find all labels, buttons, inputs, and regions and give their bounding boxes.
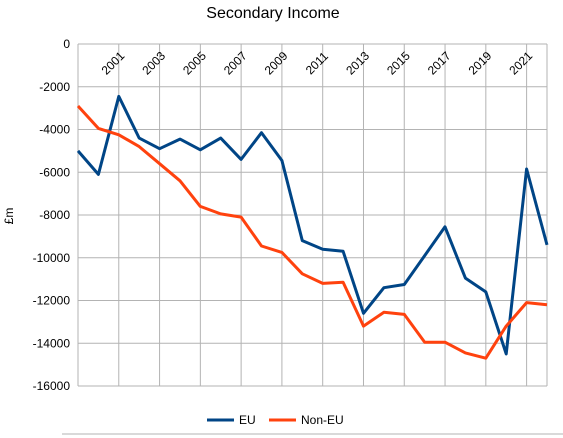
x-tick-label: 2017	[425, 49, 454, 78]
y-tick-label: -16000	[33, 379, 71, 393]
series-line-eu	[76, 94, 549, 356]
x-axis-ticks: 2001 2003 2005 2007 2009 2011 2013 2015 2017 2019…	[99, 49, 536, 78]
x-tick-label: 2019	[466, 49, 495, 78]
y-axis-ticks: 0 -2000 -4000 -6000 -8000 -10000 -12000 -14000 -…	[33, 37, 71, 393]
x-tick-label: 2003	[139, 49, 168, 78]
x-tick-label: 2001	[99, 49, 128, 78]
legend: EU Non-EU	[207, 413, 344, 427]
x-tick-label: 2005	[180, 49, 209, 78]
y-tick-label: 0	[63, 37, 70, 51]
x-tick-label: 2007	[221, 49, 250, 78]
x-tick-label: 2009	[262, 49, 291, 78]
x-tick-label: 2011	[303, 49, 331, 77]
y-tick-label: -4000	[39, 123, 70, 137]
chart-title: Secondary Income	[206, 5, 340, 22]
y-tick-label: -12000	[33, 294, 71, 308]
legend-label-eu: EU	[239, 413, 256, 427]
y-tick-label: -10000	[33, 251, 71, 265]
y-tick-label: -6000	[39, 165, 70, 179]
legend-label-non-eu: Non-EU	[301, 413, 344, 427]
x-tick-label: 2013	[343, 49, 372, 78]
y-axis-label: £m	[2, 208, 16, 225]
grid-lines	[77, 43, 548, 387]
y-tick-label: -14000	[33, 336, 71, 350]
series-line-non-eu	[76, 104, 548, 360]
y-tick-label: -2000	[39, 80, 70, 94]
series-lines	[76, 94, 549, 360]
x-tick-label: 2021	[506, 49, 535, 78]
y-tick-label: -8000	[39, 208, 70, 222]
x-tick-label: 2015	[384, 49, 413, 78]
